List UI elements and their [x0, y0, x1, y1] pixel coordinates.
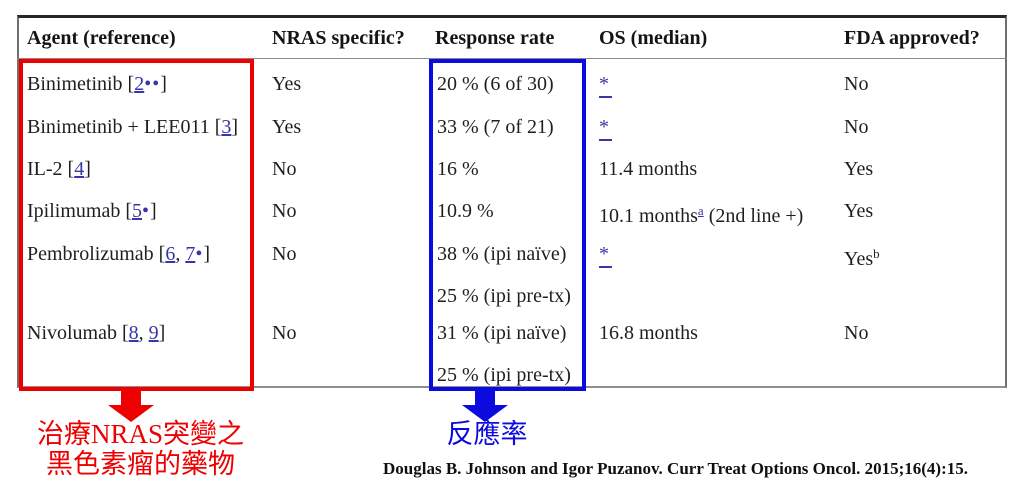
reference-link[interactable]: 3 [221, 116, 232, 138]
blue-down-arrow-head-icon [462, 405, 508, 422]
agent-cell: Binimetinib + LEE011 [3] [27, 116, 238, 138]
reference-link[interactable]: 6 [165, 243, 176, 265]
red-highlight-box-agent-column [19, 59, 254, 391]
nras-specific-cell: Yes [272, 73, 302, 95]
cell-text: Yes [844, 158, 874, 180]
agent-cell: Nivolumab [8, 9] [27, 322, 165, 344]
cell-text: Binimetinib + LEE011 [ [27, 116, 222, 138]
column-header-agent: Agent (reference) [27, 27, 176, 49]
response-rate-cell: 25 % (ipi pre-tx) [437, 364, 571, 386]
reference-link[interactable]: 8 [128, 322, 139, 344]
cell-text: Yes [844, 248, 874, 270]
cell-text: ] [150, 200, 157, 222]
fda-approved-cell: Yes [844, 158, 873, 180]
cell-text: Yes [844, 200, 874, 222]
treatment-table [17, 15, 1007, 388]
reference-link[interactable]: 7 [185, 243, 196, 265]
red-annotation-line1: 治療NRAS突變之 [36, 419, 245, 449]
fda-approved-cell: Yesb [844, 243, 880, 270]
fda-approved-cell: No [844, 116, 868, 138]
agent-cell: Binimetinib [2••] [27, 73, 167, 95]
os-median-cell: 16.8 months [599, 322, 698, 344]
red-annotation-line2: 黑色素瘤的藥物 [46, 449, 235, 479]
column-header-os-median: OS (median) [599, 27, 708, 49]
nras-specific-cell: No [272, 200, 297, 222]
reference-link[interactable]: 5 [131, 200, 142, 222]
response-rate-cell: 25 % (ipi pre-tx) [437, 285, 571, 307]
red-down-arrow-icon [121, 390, 141, 406]
cell-text: ] [231, 116, 239, 138]
cell-text: 10.1 months [599, 205, 698, 227]
cell-text: Binimetinib [ [27, 73, 135, 95]
footnote-asterisk-link[interactable]: * [599, 244, 612, 268]
blue-highlight-box-response-column [429, 59, 586, 391]
reference-link[interactable]: 4 [74, 158, 85, 180]
footnote-marker-b: b [873, 246, 880, 261]
cell-text: ] [160, 73, 167, 95]
cell-text: No [844, 322, 869, 344]
reference-link[interactable]: 9 [148, 322, 159, 344]
os-median-cell: * [599, 116, 612, 141]
blue-down-arrow-icon [475, 390, 495, 406]
response-rate-cell: 20 % (6 of 30) [437, 73, 554, 95]
cell-text: Ipilimumab [ [27, 200, 132, 222]
red-down-arrow-head-icon [108, 405, 154, 422]
fda-approved-cell: Yes [844, 200, 873, 222]
os-median-cell: * [599, 243, 612, 268]
reference-importance-dots: • [141, 200, 150, 222]
reference-importance-dots: • [195, 243, 204, 265]
cell-text: No [844, 73, 869, 95]
blue-annotation-label: 反應率 [446, 419, 528, 449]
reference-importance-dots: •• [144, 73, 161, 95]
cell-text: ] [84, 158, 91, 180]
agent-cell: Ipilimumab [5•] [27, 200, 157, 222]
cell-text: ] [203, 243, 210, 265]
nras-specific-cell: No [272, 322, 297, 344]
response-rate-cell: 16 % [437, 158, 479, 180]
header-separator-line [17, 58, 1007, 59]
response-rate-cell: 31 % (ipi naïve) [437, 322, 567, 344]
cell-text: IL-2 [ [27, 158, 75, 180]
agent-cell: IL-2 [4] [27, 158, 91, 180]
column-header-response-rate: Response rate [435, 27, 555, 49]
cell-text: , [138, 322, 149, 344]
response-rate-cell: 38 % (ipi naïve) [437, 243, 567, 265]
cell-text: Nivolumab [ [27, 322, 129, 344]
fda-approved-cell: No [844, 322, 868, 344]
cell-text: 16.8 months [599, 322, 698, 344]
cell-text: ] [158, 322, 166, 344]
os-median-cell: 10.1 monthsa (2nd line +) [599, 200, 803, 227]
cell-text: (2nd line +) [703, 205, 804, 227]
red-annotation-label: 治療NRAS突變之 黑色素瘤的藥物 [13, 419, 268, 479]
column-header-fda-approved: FDA approved? [844, 27, 980, 49]
os-median-cell: 11.4 months [599, 158, 697, 180]
response-rate-cell: 10.9 % [437, 200, 494, 222]
fda-approved-cell: No [844, 73, 868, 95]
nras-specific-cell: No [272, 158, 297, 180]
reference-link[interactable]: 2 [134, 73, 145, 95]
cell-text: Pembrolizumab [ [27, 243, 166, 265]
citation-text: Douglas B. Johnson and Igor Puzanov. Cur… [383, 459, 969, 478]
cell-text: , [175, 243, 186, 265]
footnote-asterisk-link[interactable]: * [599, 117, 612, 141]
cell-text: 11.4 months [599, 158, 698, 180]
footnote-asterisk-link[interactable]: * [599, 74, 612, 98]
response-rate-cell: 33 % (7 of 21) [437, 116, 554, 138]
cell-text: No [844, 116, 869, 138]
column-header-nras-specific: NRAS specific? [272, 27, 405, 49]
footnote-link-a[interactable]: a [697, 203, 704, 218]
agent-cell: Pembrolizumab [6, 7•] [27, 243, 210, 265]
nras-specific-cell: No [272, 243, 297, 265]
nras-specific-cell: Yes [272, 116, 302, 138]
os-median-cell: * [599, 73, 612, 98]
